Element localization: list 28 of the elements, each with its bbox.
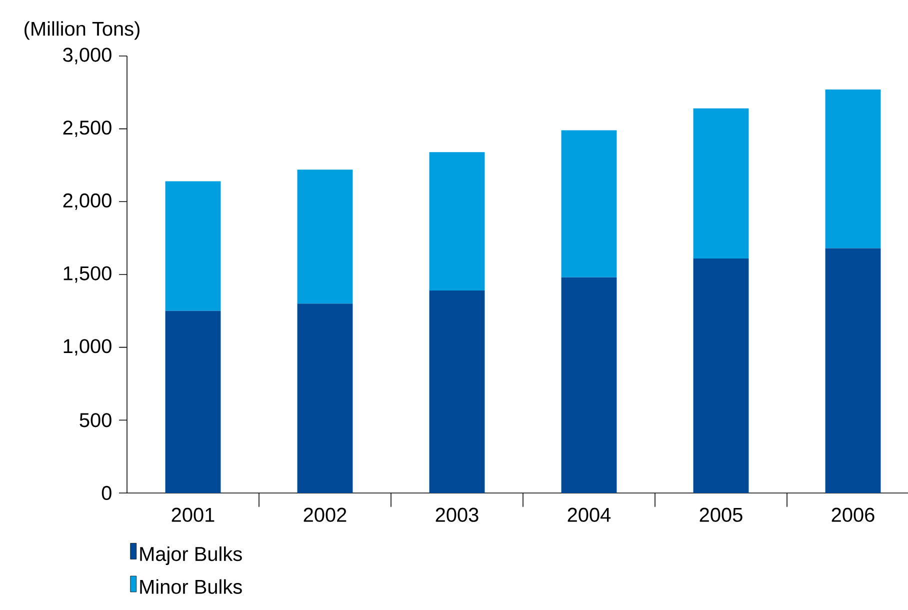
y-tick-label: 1,000: [64, 339, 112, 356]
bar: [693, 258, 749, 493]
y-tick-label: 2,000: [63, 193, 112, 210]
x-tick-label: 2001: [172, 508, 214, 522]
x-tick-label: 2002: [304, 508, 346, 522]
bar: [429, 152, 485, 291]
bar: [429, 290, 485, 493]
y-tick-label: 1,500: [64, 266, 112, 283]
bar: [165, 310, 221, 493]
x-tick-label: 2005: [700, 508, 742, 522]
y-tick-label: 2,500: [63, 120, 112, 138]
y-tick-label: 500: [80, 413, 112, 428]
x-tick-label: 2003: [436, 508, 478, 522]
bar: [297, 304, 353, 493]
bar: [165, 181, 221, 311]
bar: [561, 277, 617, 493]
y-axis-title: (Million Tons): [24, 21, 140, 40]
x-tick-label: 2006: [832, 508, 874, 522]
legend-label: Major Bulks: [140, 546, 242, 566]
bar: [693, 108, 749, 258]
y-tick-label: 3,000: [63, 48, 112, 64]
bar: [297, 170, 353, 304]
bar: [825, 248, 881, 493]
bar: [561, 130, 617, 278]
legend-label: Minor Bulks: [140, 579, 242, 594]
x-tick-label: 2004: [568, 508, 611, 522]
y-tick-label: 0: [102, 486, 112, 500]
bar: [825, 89, 881, 248]
